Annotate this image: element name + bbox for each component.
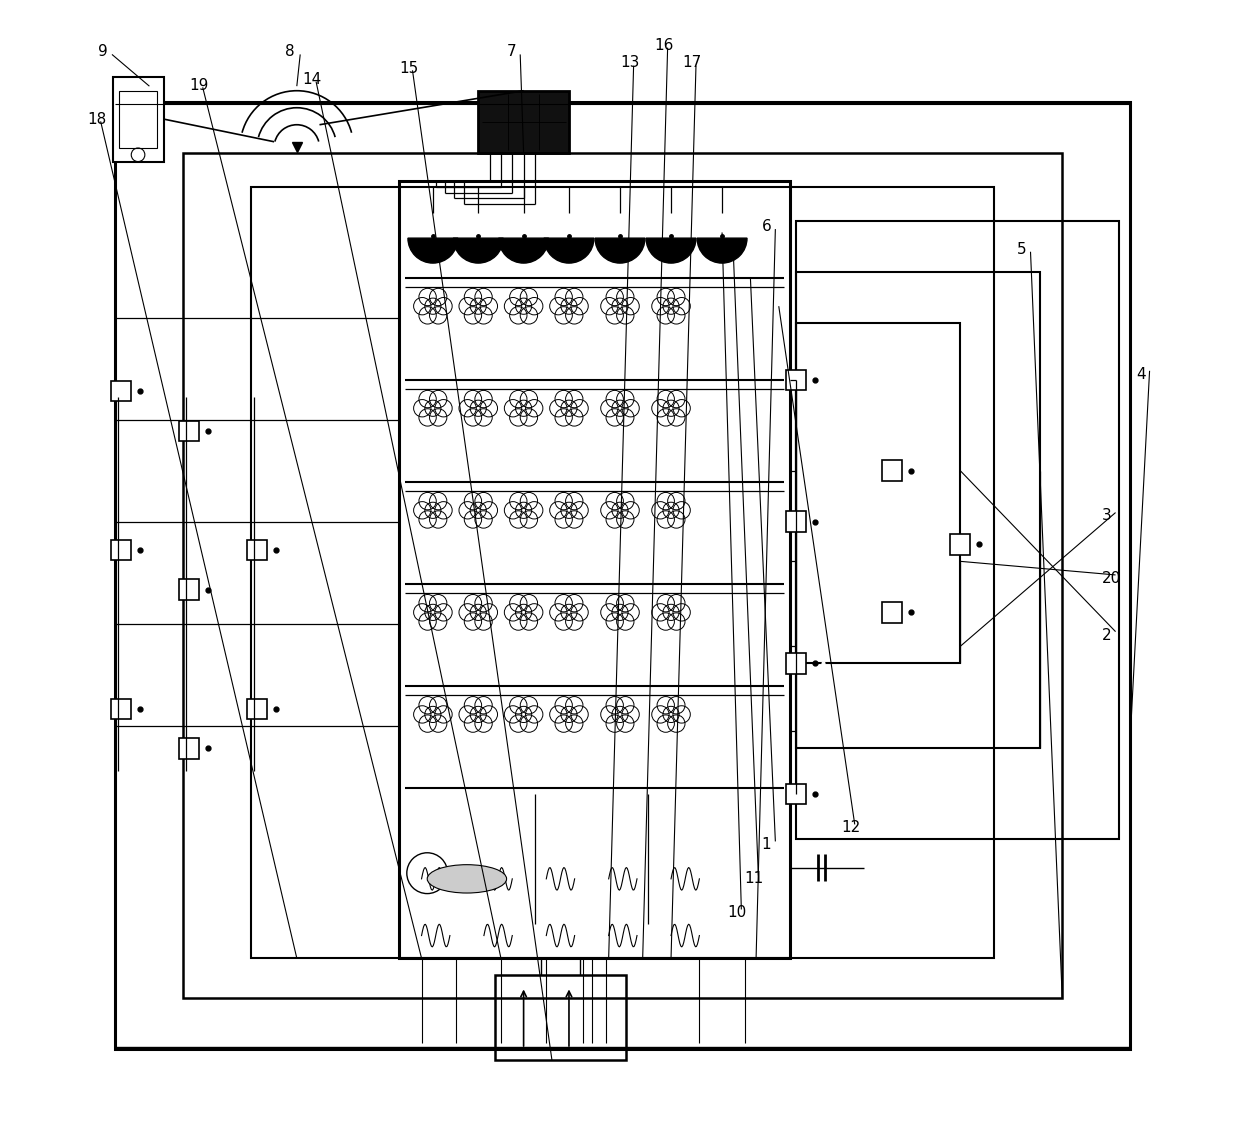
Bar [179, 738, 200, 759]
Bar [247, 699, 268, 719]
Text: 18: 18 [87, 111, 107, 127]
Bar [796, 221, 1118, 839]
Bar [786, 511, 806, 532]
Text: 8: 8 [285, 43, 295, 59]
Bar [179, 579, 200, 600]
Bar [115, 102, 1131, 1049]
Text: 11: 11 [745, 871, 764, 887]
Bar [247, 540, 268, 560]
Bar [399, 181, 790, 958]
Bar [786, 784, 806, 804]
Text: 19: 19 [188, 77, 208, 93]
Wedge shape [498, 238, 548, 263]
Bar [110, 540, 131, 560]
Bar [882, 460, 903, 481]
Wedge shape [646, 238, 696, 263]
Bar [495, 975, 626, 1060]
Text: 10: 10 [728, 905, 746, 921]
Bar [179, 421, 200, 441]
Text: 14: 14 [303, 71, 321, 87]
Bar [786, 653, 806, 674]
Wedge shape [454, 238, 503, 263]
Text: 20: 20 [1102, 570, 1121, 586]
Bar [184, 153, 1063, 998]
Text: 12: 12 [841, 820, 861, 836]
Bar [252, 187, 994, 958]
Bar [796, 272, 1039, 748]
Ellipse shape [428, 864, 507, 894]
Wedge shape [697, 238, 746, 263]
Text: 4: 4 [1136, 366, 1146, 382]
Bar [950, 534, 971, 555]
Bar [110, 381, 131, 401]
Text: 17: 17 [682, 54, 702, 70]
Bar [882, 602, 903, 623]
Text: 1: 1 [761, 837, 771, 853]
Text: 9: 9 [98, 43, 108, 59]
Text: 6: 6 [761, 219, 771, 235]
Bar [796, 323, 960, 663]
Text: 16: 16 [653, 37, 673, 53]
Bar [786, 370, 806, 390]
Text: 2: 2 [1102, 627, 1111, 643]
Wedge shape [544, 238, 594, 263]
Text: 7: 7 [507, 43, 516, 59]
Bar [110, 699, 131, 719]
Text: 5: 5 [1017, 242, 1027, 257]
Bar [113, 77, 164, 161]
Wedge shape [595, 238, 645, 263]
Wedge shape [408, 238, 458, 263]
Bar [119, 91, 156, 149]
Text: 3: 3 [1102, 508, 1112, 524]
Bar [479, 91, 569, 153]
Text: 13: 13 [620, 54, 640, 70]
Text: 15: 15 [399, 60, 418, 76]
